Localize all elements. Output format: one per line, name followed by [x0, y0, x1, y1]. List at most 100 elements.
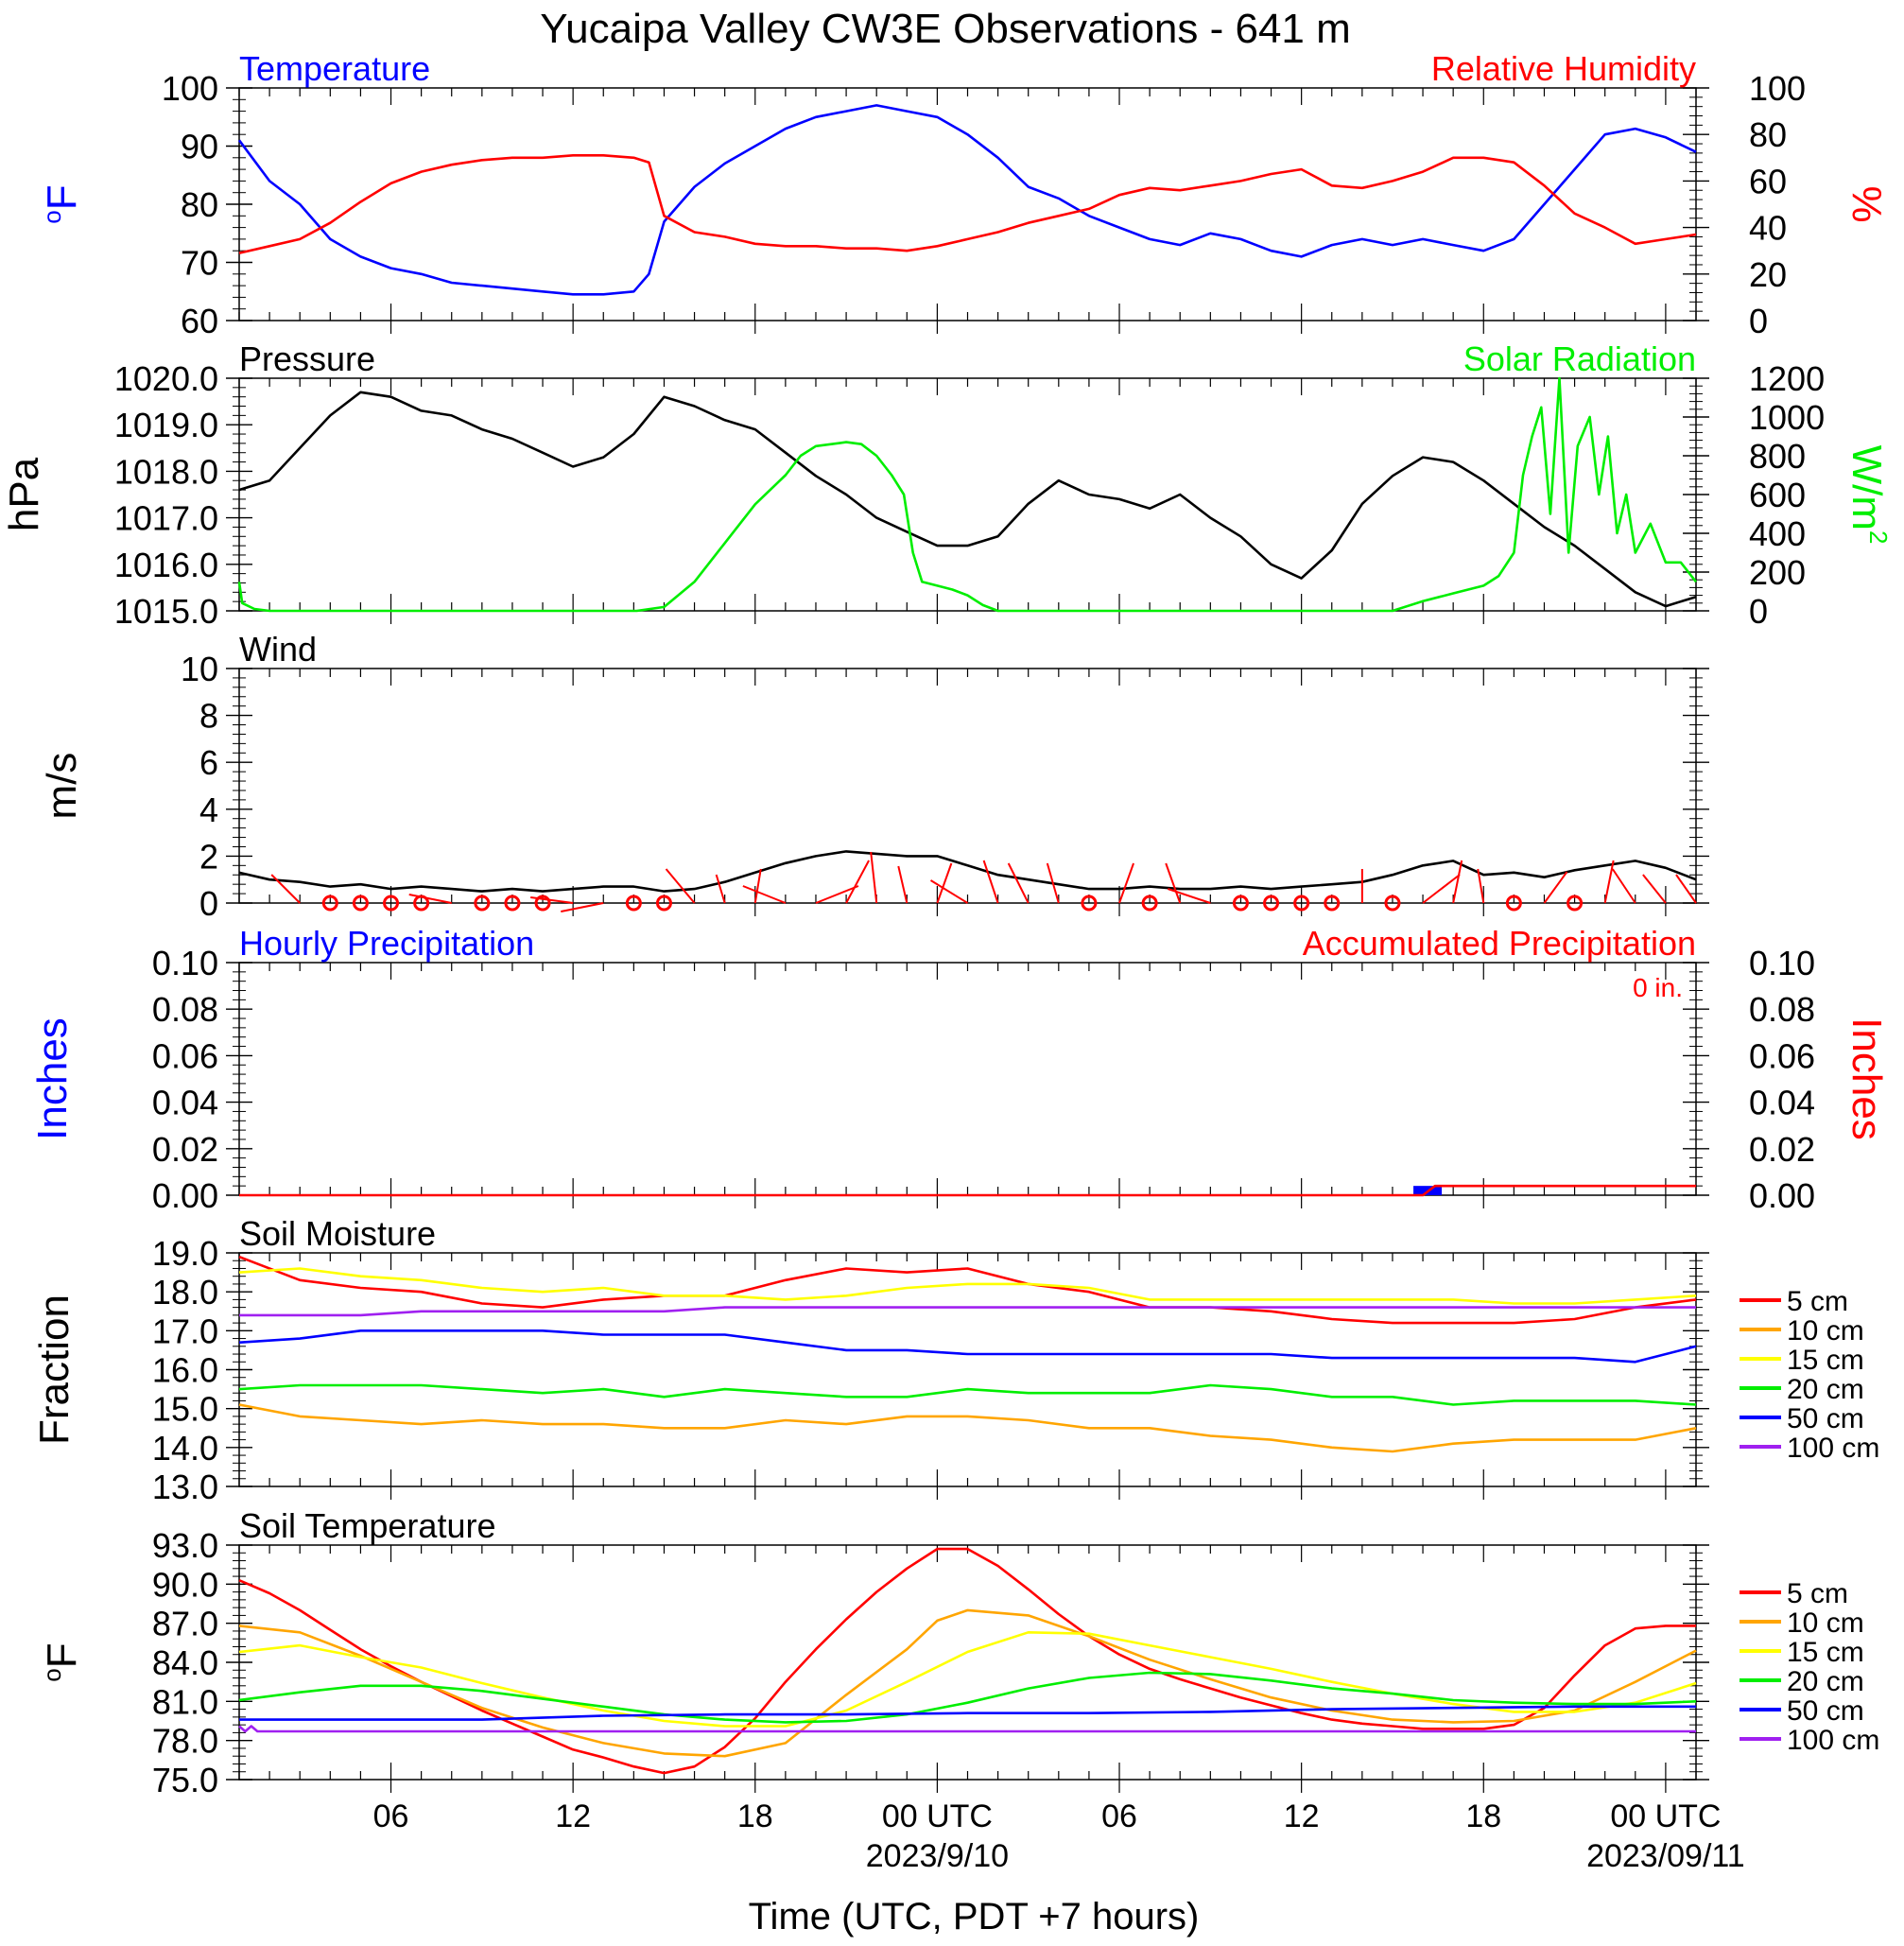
y-axis-label-left: Inches — [29, 1017, 76, 1140]
y-tick-label: 75.0 — [152, 1761, 218, 1799]
y-right-tick-label: 0 — [1749, 302, 1768, 340]
y-right-tick-label: 40 — [1749, 209, 1787, 248]
plot-frame — [238, 377, 1697, 612]
y-right-tick-label: 0.10 — [1749, 944, 1815, 982]
series-line-pressure — [238, 391, 1697, 608]
x-tick-label: 06 — [373, 1798, 409, 1834]
legend-label: 5 cm — [1787, 1578, 1848, 1609]
y-tick-label: 80 — [181, 185, 218, 224]
y-tick-label: 0.10 — [152, 944, 218, 982]
y-tick-label: 100 — [162, 69, 218, 108]
x-tick-label: 18 — [1465, 1798, 1501, 1834]
y-tick-label: 0.00 — [152, 1176, 218, 1215]
y-right-tick-label: 1200 — [1749, 359, 1825, 398]
y-axis-label-left: Fraction — [31, 1294, 78, 1445]
wind-calm-marker — [1081, 895, 1098, 912]
wind-barb — [1007, 862, 1030, 904]
y-axis-label-left: oF — [38, 184, 85, 223]
panel-title-right: Accumulated Precipitation — [1303, 924, 1696, 963]
legend-label: 10 cm — [1787, 1607, 1864, 1639]
wind-barb — [530, 896, 574, 904]
x-tick-label: 12 — [1284, 1798, 1320, 1834]
wind-calm-marker — [1324, 895, 1341, 912]
wind-barb — [936, 862, 953, 904]
y-right-tick-label: 400 — [1749, 514, 1806, 553]
wind-calm-marker — [655, 895, 672, 912]
temperature-humidity-panel: 60 70 80 90 100 0 20 40 60 80 100 Temperature Relati… — [38, 49, 1890, 340]
y-tick-label: 14.0 — [152, 1429, 218, 1468]
panel-title-right: Relative Humidity — [1431, 49, 1696, 88]
legend-label: 100 cm — [1787, 1725, 1879, 1756]
y-tick-label: 19.0 — [152, 1234, 218, 1273]
wind-barb — [845, 860, 870, 904]
wind-barb — [1603, 860, 1615, 904]
panel-title-left: Hourly Precipitation — [239, 924, 534, 963]
y-right-tick-label: 600 — [1749, 476, 1806, 514]
y-axis-label-right: % — [1843, 185, 1890, 222]
y-tick-label: 1016.0 — [114, 546, 218, 584]
figure-title: Yucaipa Valley CW3E Observations - 641 m — [540, 6, 1351, 52]
series-line-temperature — [237, 104, 1697, 296]
wind-barb — [742, 885, 787, 904]
wind-calm-marker — [1505, 895, 1522, 912]
wind-barb — [270, 874, 301, 904]
plot-frame — [238, 87, 1697, 321]
wind-barb — [1642, 874, 1667, 904]
series-line-20-cm — [238, 1383, 1697, 1406]
plot-frame — [238, 1252, 1697, 1487]
y-axis-label-left: oF — [38, 1642, 85, 1681]
y-tick-label: 90.0 — [152, 1565, 218, 1604]
wind-calm-marker — [352, 895, 369, 912]
plot-frame — [238, 962, 1697, 1196]
y-tick-label: 18.0 — [152, 1273, 218, 1312]
wind-calm-marker — [1263, 895, 1280, 912]
y-tick-label: 90 — [181, 128, 218, 166]
wind-barb — [897, 865, 909, 904]
y-right-tick-label: 0.08 — [1749, 990, 1815, 1029]
y-tick-label: 87.0 — [152, 1605, 218, 1643]
panel-title-left: Wind — [239, 630, 317, 669]
y-tick-label: 10 — [181, 650, 218, 688]
y-tick-label: 1020.0 — [114, 359, 218, 398]
wind-barb — [815, 885, 859, 904]
y-tick-label: 2 — [199, 837, 218, 876]
wind-panel: 0 2 4 6 8 10 Wind m/s — [39, 630, 1709, 923]
series-line-20-cm — [238, 1671, 1697, 1724]
series-line-solar-radiation — [237, 376, 1698, 613]
y-right-tick-label: 200 — [1749, 553, 1806, 592]
y-axis-label-left: m/s — [39, 753, 85, 820]
y-tick-label: 13.0 — [152, 1468, 218, 1506]
plot-frame — [238, 668, 1697, 904]
x-date-label: 2023/09/11 — [1586, 1838, 1745, 1874]
y-tick-label: 6 — [199, 743, 218, 782]
y-tick-label: 16.0 — [152, 1351, 218, 1390]
wind-calm-marker — [1293, 895, 1310, 912]
wind-barb — [1675, 874, 1697, 904]
legend-label: 20 cm — [1787, 1374, 1864, 1405]
panel-title-left: Pressure — [239, 339, 375, 378]
wind-barb — [1165, 862, 1182, 904]
y-tick-label: 17.0 — [152, 1312, 218, 1350]
x-tick-label: 12 — [555, 1798, 591, 1834]
wind-calm-marker — [321, 895, 338, 912]
wind-barb — [1452, 860, 1463, 904]
legend-label: 15 cm — [1787, 1637, 1864, 1668]
wind-barb — [1168, 888, 1211, 904]
y-right-tick-label: 0.00 — [1749, 1176, 1815, 1215]
y-tick-label: 81.0 — [152, 1682, 218, 1721]
wind-calm-marker — [1232, 895, 1249, 912]
y-right-tick-label: 60 — [1749, 162, 1787, 200]
wind-barb — [1046, 862, 1060, 904]
y-right-tick-label: 0.04 — [1749, 1084, 1815, 1122]
y-tick-label: 4 — [199, 791, 218, 829]
series-line-100-cm — [238, 1725, 1696, 1733]
wind-barb — [1543, 871, 1568, 904]
time-axis: 06 12 18 00 UTC 2023/9/10 06 12 18 00 UTC 2023/09… — [373, 1780, 1745, 1874]
wind-calm-marker — [383, 895, 400, 912]
wind-barb — [715, 874, 726, 904]
legend-label: 5 cm — [1787, 1286, 1848, 1317]
y-right-tick-label: 1000 — [1749, 398, 1825, 437]
y-tick-label: 15.0 — [152, 1390, 218, 1429]
y-axis-label-right: Inches — [1843, 1017, 1890, 1140]
